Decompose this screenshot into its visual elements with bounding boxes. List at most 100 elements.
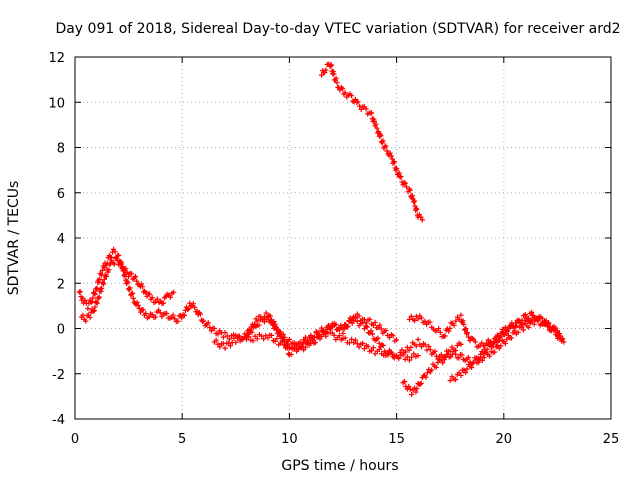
data-point (525, 315, 532, 321)
data-point (285, 351, 292, 357)
data-point (380, 138, 386, 144)
data-point (82, 297, 88, 304)
data-point (317, 331, 323, 338)
data-point (365, 343, 371, 350)
data-point (519, 317, 525, 323)
series-arc-2 (78, 255, 177, 324)
data-point (511, 328, 518, 334)
data-point (326, 322, 332, 329)
data-point (272, 321, 278, 327)
data-point (444, 351, 451, 357)
data-point (396, 170, 402, 176)
data-point (355, 99, 361, 105)
data-point (115, 252, 122, 259)
y-tick-label: 12 (48, 51, 65, 66)
axis-ticks: 0 5 10 15 20 25 -4 -2 0 2 4 6 8 10 12 (48, 51, 619, 447)
data-point (451, 348, 457, 354)
data-point (123, 265, 129, 272)
data-point (132, 273, 139, 280)
data-point (407, 187, 413, 193)
data-point (472, 339, 478, 345)
data-point (387, 150, 393, 156)
data-point (106, 267, 112, 273)
series-arc-7 (406, 309, 567, 350)
data-point (111, 261, 117, 267)
data-point (479, 357, 485, 363)
data-point (114, 257, 120, 263)
data-point (134, 299, 140, 306)
data-point (438, 352, 444, 358)
data-point (339, 86, 346, 92)
data-point (356, 344, 362, 350)
data-point (502, 340, 508, 347)
data-point (318, 72, 325, 78)
data-point (407, 386, 413, 392)
data-point (220, 334, 226, 340)
data-point (411, 385, 418, 391)
data-point (300, 341, 306, 347)
data-point (98, 288, 104, 294)
data-point (447, 325, 453, 331)
data-point (529, 318, 535, 324)
data-point (215, 331, 221, 337)
data-point (418, 214, 424, 220)
data-point (368, 328, 374, 334)
data-point (240, 336, 246, 342)
data-point (331, 322, 338, 329)
data-point (103, 273, 110, 279)
data-point (442, 333, 448, 339)
data-point (401, 379, 408, 385)
data-point (149, 295, 155, 301)
data-point (328, 62, 334, 68)
data-point (250, 338, 256, 344)
data-point (119, 265, 125, 271)
data-point (146, 314, 152, 320)
y-tick-label: 2 (57, 277, 65, 292)
data-point (383, 143, 389, 149)
data-point (406, 347, 412, 353)
data-point (175, 318, 181, 324)
y-tick-label: 10 (48, 96, 65, 111)
data-point (342, 90, 348, 96)
data-point (112, 249, 118, 255)
data-point (260, 317, 266, 323)
grid (75, 57, 611, 419)
data-point (412, 318, 418, 324)
data-point (127, 285, 133, 291)
data-point (179, 315, 185, 321)
data-point (535, 318, 541, 324)
data-point (367, 316, 373, 322)
data-point (211, 325, 217, 332)
data-point (91, 290, 97, 296)
data-point (312, 339, 319, 346)
data-point (477, 354, 484, 360)
x-tick-label: 20 (496, 432, 513, 447)
data-point (278, 333, 284, 339)
data-point (453, 318, 459, 324)
data-point (515, 329, 521, 335)
data-point (368, 110, 375, 116)
data-point (458, 312, 464, 318)
data-point (352, 337, 359, 343)
data-point (348, 336, 355, 342)
data-point (77, 288, 83, 295)
data-point (372, 319, 378, 326)
data-point (344, 324, 351, 330)
data-point (408, 313, 414, 319)
data-point (323, 67, 329, 73)
y-tick-label: -4 (52, 413, 65, 428)
data-point (130, 295, 136, 301)
data-point (99, 285, 105, 291)
data-point (358, 106, 364, 112)
series-arc-8 (447, 316, 560, 384)
data-point (157, 310, 163, 316)
data-point (281, 336, 287, 343)
data-point (487, 340, 493, 346)
data-point (361, 346, 368, 352)
data-point (418, 380, 424, 386)
data-point (217, 344, 223, 350)
data-point (424, 370, 430, 376)
data-point (207, 324, 213, 331)
y-tick-label: 6 (57, 187, 65, 202)
data-point (529, 309, 535, 315)
